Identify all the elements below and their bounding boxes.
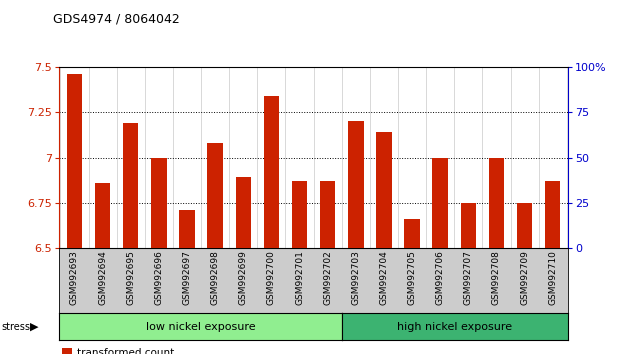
Bar [489,158,504,248]
Point [154,127,164,133]
Point [379,122,389,128]
Point [548,127,558,133]
Point [126,122,136,128]
Point [266,119,276,124]
Point [435,127,445,133]
Bar [207,143,223,248]
Text: transformed count: transformed count [77,348,175,354]
Bar [320,181,335,248]
Point [520,133,530,139]
Point [97,127,107,133]
Bar [66,74,82,248]
Bar [545,181,561,248]
Text: GDS4974 / 8064042: GDS4974 / 8064042 [53,12,179,25]
Point [463,122,473,128]
Bar [517,202,532,248]
Bar [292,181,307,248]
Bar [179,210,195,248]
Text: high nickel exposure: high nickel exposure [397,321,512,332]
Point [351,115,361,121]
Point [407,127,417,133]
Point [210,122,220,128]
Point [294,122,304,128]
Bar [235,177,251,248]
Point [238,127,248,133]
Point [182,133,192,139]
Bar [151,158,166,248]
Text: ▶: ▶ [30,321,39,332]
Bar [348,121,363,248]
Bar [432,158,448,248]
Bar [404,219,420,248]
Bar [264,96,279,248]
Bar [376,132,392,248]
Point [491,122,501,128]
Bar [461,202,476,248]
Point [70,115,79,121]
Text: stress: stress [1,321,30,332]
Point [323,127,333,133]
Text: low nickel exposure: low nickel exposure [146,321,255,332]
Bar [95,183,111,248]
Bar [123,123,138,248]
